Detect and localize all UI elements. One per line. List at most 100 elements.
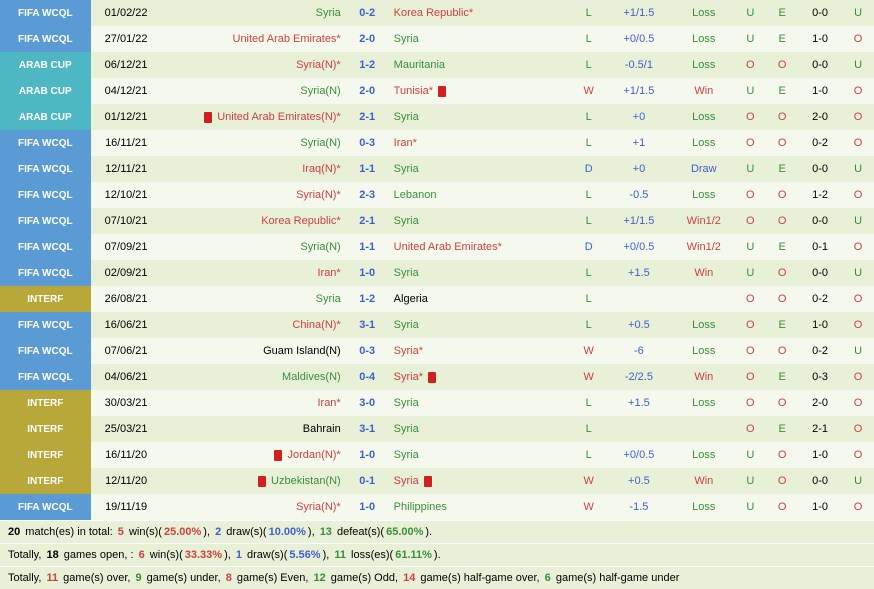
halftime-score: 1-0 <box>798 494 842 520</box>
match-row[interactable]: FIFA WCQL02/09/21 Iran*1-0Syria L+1.5Win… <box>0 260 874 286</box>
score[interactable]: 0-1 <box>343 468 392 494</box>
score[interactable]: 3-0 <box>343 390 392 416</box>
away-team[interactable]: Korea Republic* <box>392 0 573 26</box>
score[interactable]: 2-1 <box>343 208 392 234</box>
match-date: 01/02/22 <box>91 0 162 26</box>
home-team[interactable]: Guam Island(N) <box>162 338 343 364</box>
match-row[interactable]: FIFA WCQL04/06/21 Maldives(N)0-4Syria* W… <box>0 364 874 390</box>
home-team[interactable]: Maldives(N) <box>162 364 343 390</box>
away-team[interactable]: Syria <box>392 468 573 494</box>
away-team[interactable]: Algeria <box>392 286 573 312</box>
away-team[interactable]: Syria <box>392 312 573 338</box>
score[interactable]: 1-0 <box>343 494 392 520</box>
away-team[interactable]: Tunisia* <box>392 78 573 104</box>
match-row[interactable]: ARAB CUP06/12/21 Syria(N)*1-2Mauritania … <box>0 52 874 78</box>
away-team[interactable]: Mauritania <box>392 52 573 78</box>
score[interactable]: 3-1 <box>343 312 392 338</box>
handicap: +0.5 <box>605 468 674 494</box>
match-row[interactable]: FIFA WCQL27/01/22 United Arab Emirates*2… <box>0 26 874 52</box>
match-row[interactable]: FIFA WCQL01/02/22 Syria0-2Korea Republic… <box>0 0 874 26</box>
handicap: -2/2.5 <box>605 364 674 390</box>
match-row[interactable]: FIFA WCQL16/06/21 China(N)*3-1Syria L+0.… <box>0 312 874 338</box>
away-team[interactable]: United Arab Emirates* <box>392 234 573 260</box>
away-team[interactable]: Syria <box>392 260 573 286</box>
result-wdl: L <box>573 182 605 208</box>
score[interactable]: 1-0 <box>343 260 392 286</box>
away-team[interactable]: Syria <box>392 104 573 130</box>
score[interactable]: 1-2 <box>343 52 392 78</box>
away-team[interactable]: Iran* <box>392 130 573 156</box>
home-team[interactable]: Syria(N)* <box>162 494 343 520</box>
match-row[interactable]: FIFA WCQL07/09/21 Syria(N)1-1United Arab… <box>0 234 874 260</box>
home-team[interactable]: Syria(N) <box>162 234 343 260</box>
home-team[interactable]: United Arab Emirates* <box>162 26 343 52</box>
match-row[interactable]: INTERF16/11/20 Jordan(N)*1-0Syria L+0/0.… <box>0 442 874 468</box>
halftime-ou: O <box>842 286 874 312</box>
score[interactable]: 1-1 <box>343 234 392 260</box>
away-team[interactable]: Syria <box>392 156 573 182</box>
competition-badge: FIFA WCQL <box>0 494 91 520</box>
home-team[interactable]: Bahrain <box>162 416 343 442</box>
match-row[interactable]: INTERF30/03/21 Iran*3-0Syria L+1.5LossOO… <box>0 390 874 416</box>
match-row[interactable]: FIFA WCQL07/06/21 Guam Island(N)0-3Syria… <box>0 338 874 364</box>
score[interactable]: 2-3 <box>343 182 392 208</box>
match-row[interactable]: FIFA WCQL12/10/21 Syria(N)*2-3Lebanon L-… <box>0 182 874 208</box>
away-team[interactable]: Syria <box>392 26 573 52</box>
home-team[interactable]: Iran* <box>162 260 343 286</box>
match-row[interactable]: FIFA WCQL19/11/19 Syria(N)*1-0Philippine… <box>0 494 874 520</box>
match-row[interactable]: INTERF25/03/21 Bahrain3-1Syria LOE2-1O <box>0 416 874 442</box>
home-team[interactable]: United Arab Emirates(N)* <box>162 104 343 130</box>
over-under: O <box>734 130 766 156</box>
score[interactable]: 1-1 <box>343 156 392 182</box>
home-team[interactable]: Syria(N)* <box>162 52 343 78</box>
score[interactable]: 1-2 <box>343 286 392 312</box>
home-team[interactable]: Syria <box>162 286 343 312</box>
even-odd: O <box>766 130 798 156</box>
away-team[interactable]: Syria <box>392 442 573 468</box>
halftime-score: 1-0 <box>798 26 842 52</box>
match-row[interactable]: INTERF12/11/20 Uzbekistan(N)0-1Syria W+0… <box>0 468 874 494</box>
match-row[interactable]: ARAB CUP01/12/21 United Arab Emirates(N)… <box>0 104 874 130</box>
competition-badge: FIFA WCQL <box>0 364 91 390</box>
over-under: U <box>734 234 766 260</box>
score[interactable]: 2-0 <box>343 78 392 104</box>
away-team[interactable]: Syria* <box>392 364 573 390</box>
away-team[interactable]: Syria* <box>392 338 573 364</box>
home-team[interactable]: Syria(N) <box>162 130 343 156</box>
home-team[interactable]: China(N)* <box>162 312 343 338</box>
match-row[interactable]: ARAB CUP04/12/21 Syria(N)2-0Tunisia* W+1… <box>0 78 874 104</box>
match-row[interactable]: FIFA WCQL16/11/21 Syria(N)0-3Iran* L+1Lo… <box>0 130 874 156</box>
match-row[interactable]: FIFA WCQL07/10/21 Korea Republic*2-1Syri… <box>0 208 874 234</box>
handicap-result: Win <box>673 364 734 390</box>
over-under: U <box>734 260 766 286</box>
result-wdl: L <box>573 52 605 78</box>
home-team[interactable]: Syria(N) <box>162 78 343 104</box>
away-team[interactable]: Syria <box>392 208 573 234</box>
home-team[interactable]: Syria(N)* <box>162 182 343 208</box>
away-team[interactable]: Syria <box>392 416 573 442</box>
home-team[interactable]: Uzbekistan(N) <box>162 468 343 494</box>
home-team[interactable]: Syria <box>162 0 343 26</box>
score[interactable]: 3-1 <box>343 416 392 442</box>
score[interactable]: 0-3 <box>343 130 392 156</box>
halftime-score: 0-0 <box>798 0 842 26</box>
score[interactable]: 0-2 <box>343 0 392 26</box>
match-date: 02/09/21 <box>91 260 162 286</box>
away-team[interactable]: Philippines <box>392 494 573 520</box>
away-team[interactable]: Syria <box>392 390 573 416</box>
score[interactable]: 0-4 <box>343 364 392 390</box>
home-team[interactable]: Iraq(N)* <box>162 156 343 182</box>
score[interactable]: 0-3 <box>343 338 392 364</box>
match-date: 12/10/21 <box>91 182 162 208</box>
score[interactable]: 1-0 <box>343 442 392 468</box>
score[interactable]: 2-0 <box>343 26 392 52</box>
home-team[interactable]: Iran* <box>162 390 343 416</box>
away-team[interactable]: Lebanon <box>392 182 573 208</box>
match-row[interactable]: INTERF26/08/21 Syria1-2Algeria LOO0-2O <box>0 286 874 312</box>
competition-badge: FIFA WCQL <box>0 208 91 234</box>
score[interactable]: 2-1 <box>343 104 392 130</box>
match-row[interactable]: FIFA WCQL12/11/21 Iraq(N)*1-1Syria D+0Dr… <box>0 156 874 182</box>
home-team[interactable]: Jordan(N)* <box>162 442 343 468</box>
handicap: +0 <box>605 156 674 182</box>
home-team[interactable]: Korea Republic* <box>162 208 343 234</box>
